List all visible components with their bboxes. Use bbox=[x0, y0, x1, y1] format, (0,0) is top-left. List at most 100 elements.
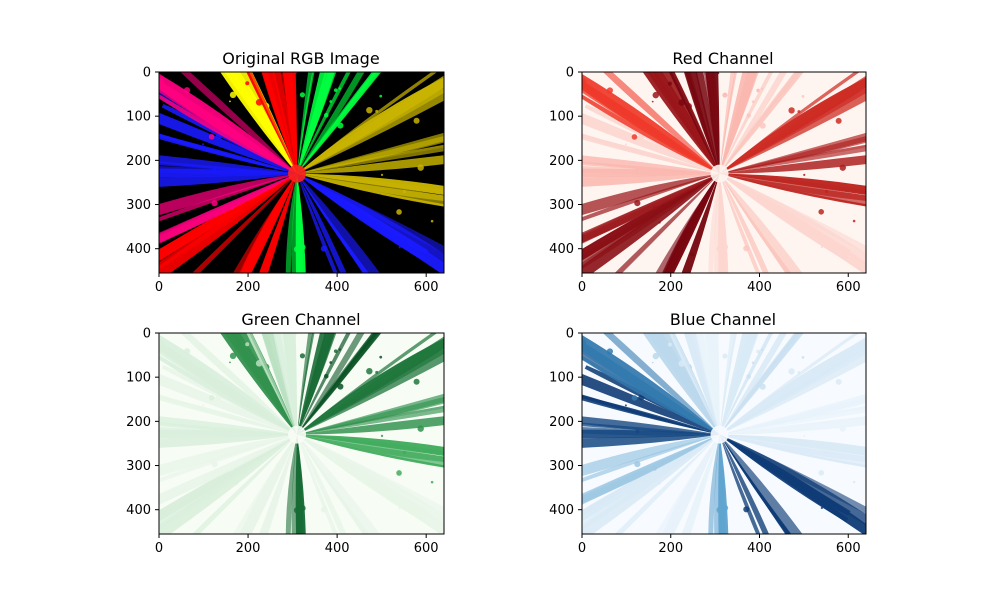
splash-streak bbox=[695, 72, 720, 174]
splash-droplet bbox=[818, 209, 825, 215]
splash-droplet bbox=[323, 112, 329, 118]
splash-streak bbox=[159, 73, 298, 174]
splash-droplet bbox=[245, 81, 250, 86]
splash-streak bbox=[285, 434, 298, 534]
splash-droplet bbox=[690, 252, 695, 257]
y-tick-label: 100 bbox=[549, 371, 574, 386]
splash-droplet bbox=[417, 425, 424, 432]
y-tick-label: 400 bbox=[126, 242, 151, 257]
splash-streak bbox=[246, 333, 298, 435]
splash-streak bbox=[297, 173, 444, 196]
axes-frame bbox=[158, 71, 445, 274]
splash-streak bbox=[582, 373, 720, 435]
splash-streak bbox=[159, 416, 298, 435]
splash-streak bbox=[262, 72, 298, 174]
splash-streak bbox=[719, 72, 774, 174]
splash-streak bbox=[582, 173, 720, 270]
splash-droplet bbox=[678, 99, 686, 106]
splash-streak bbox=[297, 434, 444, 515]
splash-droplet bbox=[211, 461, 218, 468]
splash-streak bbox=[582, 73, 720, 174]
splash-droplet bbox=[323, 373, 329, 379]
y-tick-label: 200 bbox=[126, 154, 151, 169]
splash-streak bbox=[642, 72, 720, 174]
splash-streak bbox=[719, 173, 866, 207]
splash-streak bbox=[719, 434, 866, 468]
splash-streak bbox=[297, 173, 338, 273]
y-tick-label: 400 bbox=[549, 242, 574, 257]
splash-streak bbox=[719, 72, 803, 174]
splash-droplet bbox=[820, 506, 823, 510]
splash-droplet bbox=[721, 243, 729, 251]
splash-streak bbox=[582, 112, 720, 174]
image-heatmap bbox=[159, 333, 444, 534]
splash-streak bbox=[192, 173, 298, 273]
splash-droplet bbox=[635, 429, 640, 434]
axes-frame bbox=[581, 71, 867, 274]
splash-droplet bbox=[413, 378, 420, 385]
splash-droplet bbox=[835, 117, 842, 124]
splash-streak bbox=[708, 173, 720, 273]
y-tick-label: 200 bbox=[126, 415, 151, 430]
splash-streak bbox=[297, 173, 444, 207]
splash-streak bbox=[719, 136, 866, 174]
splash-droplet bbox=[759, 122, 766, 129]
splash-streak bbox=[719, 173, 849, 262]
splash-droplet bbox=[229, 352, 237, 360]
splash-streak bbox=[655, 434, 720, 534]
y-tick-label: 100 bbox=[126, 371, 151, 386]
splash-droplet bbox=[235, 221, 238, 224]
splash-streak bbox=[297, 434, 444, 468]
splash-streak bbox=[232, 173, 298, 273]
splash-streak bbox=[719, 434, 769, 534]
splash-droplet bbox=[746, 374, 751, 379]
splash-droplet bbox=[634, 460, 641, 468]
splash-streak bbox=[246, 72, 298, 174]
splash-streak bbox=[297, 434, 444, 457]
splash-streak bbox=[159, 434, 298, 506]
x-tick-label: 0 bbox=[155, 280, 163, 295]
splash-streak bbox=[647, 333, 720, 435]
splash-streak bbox=[582, 80, 720, 174]
splash-streak bbox=[297, 72, 335, 174]
splash-droplet bbox=[759, 383, 766, 390]
splash-droplet bbox=[402, 450, 407, 455]
splash-streak bbox=[297, 348, 444, 435]
y-tick-label: 200 bbox=[549, 154, 574, 169]
splash-droplet bbox=[255, 99, 263, 106]
splash-droplet bbox=[631, 134, 638, 140]
splash-streak bbox=[719, 155, 866, 174]
splash-droplet bbox=[379, 355, 383, 359]
splash-streak bbox=[297, 434, 427, 523]
splash-streak bbox=[297, 405, 444, 435]
splash-streak bbox=[259, 173, 298, 273]
splash-streak bbox=[582, 434, 720, 531]
splash-streak bbox=[159, 173, 298, 187]
splash-streak bbox=[297, 434, 347, 534]
splash-droplet bbox=[717, 333, 720, 336]
splash-streak bbox=[297, 396, 444, 435]
splash-droplet bbox=[852, 480, 856, 484]
splash-droplet bbox=[329, 100, 333, 103]
splash-droplet bbox=[320, 506, 327, 513]
splash-streak bbox=[719, 397, 866, 435]
splash-droplet bbox=[212, 168, 217, 173]
splash-droplet bbox=[653, 205, 657, 210]
splash-droplet bbox=[652, 91, 659, 99]
y-tick-label: 200 bbox=[549, 415, 574, 430]
x-tick-label: 0 bbox=[578, 541, 586, 556]
splash-streak bbox=[159, 155, 298, 174]
splash-droplet bbox=[658, 221, 661, 224]
splash-streak bbox=[668, 72, 720, 174]
splash-streak bbox=[297, 72, 380, 174]
splash-streak bbox=[681, 173, 720, 273]
splash-streak bbox=[582, 422, 720, 435]
x-tick-label: 400 bbox=[747, 280, 772, 295]
splash-streak bbox=[159, 80, 298, 174]
splash-droplet bbox=[582, 339, 587, 346]
splash-streak bbox=[719, 434, 866, 456]
splash-droplet bbox=[801, 94, 805, 98]
x-tick-label: 200 bbox=[236, 541, 261, 556]
splash-droplet bbox=[208, 395, 215, 401]
splash-droplet bbox=[245, 342, 250, 347]
